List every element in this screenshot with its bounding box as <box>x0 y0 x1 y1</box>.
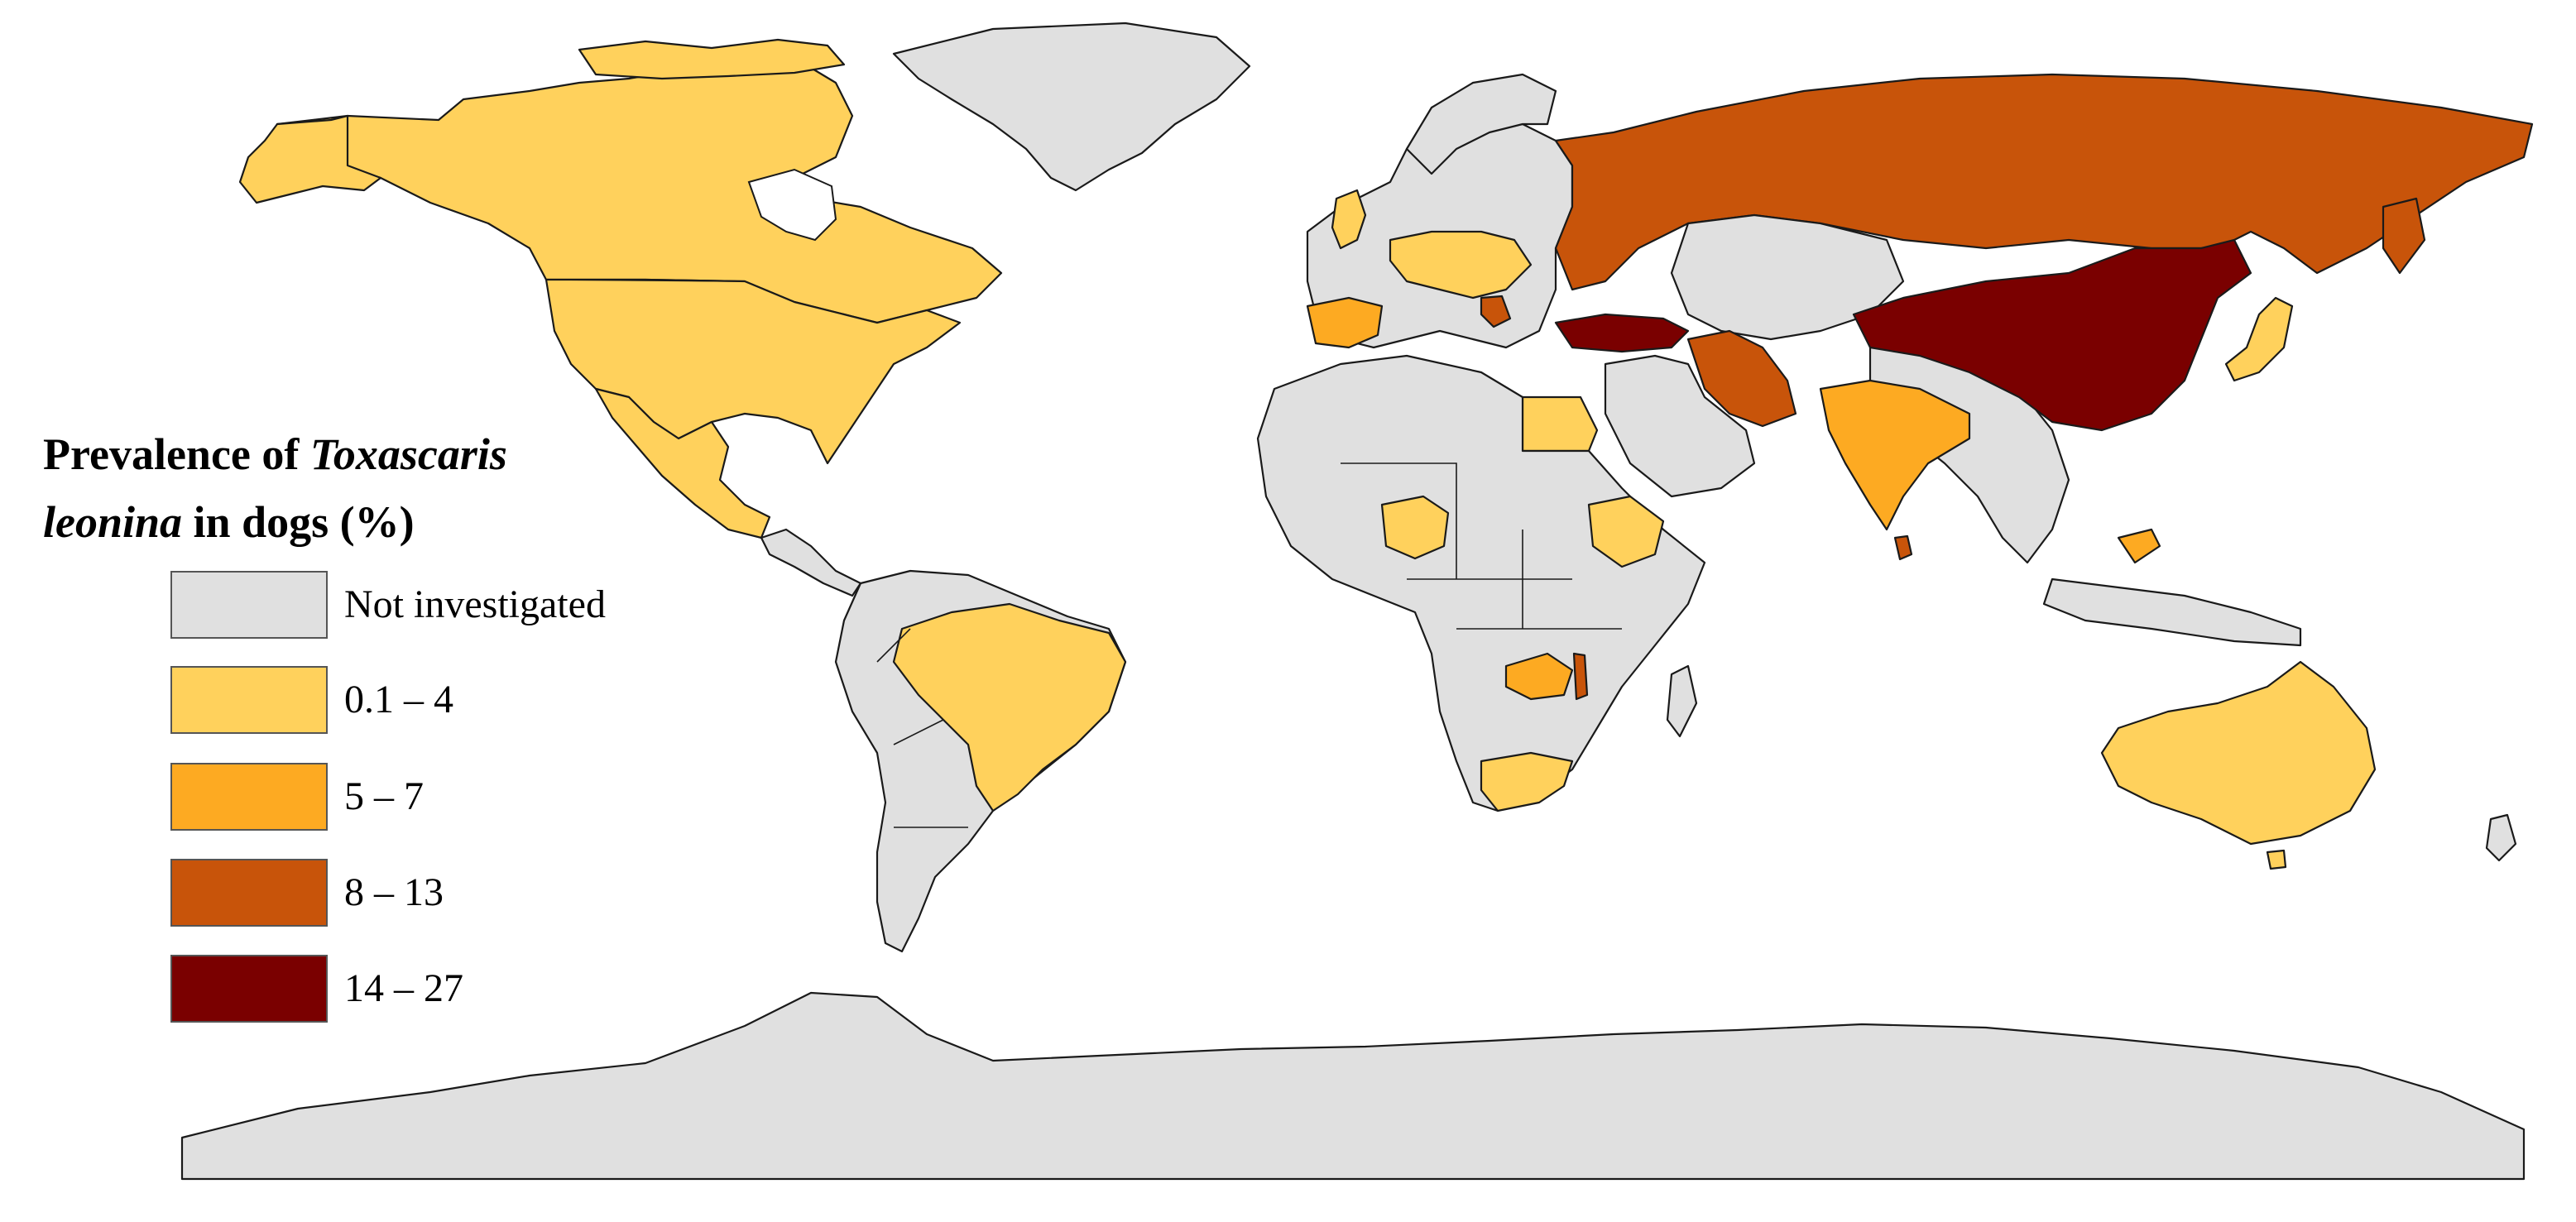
region-zambia <box>1504 652 1574 701</box>
legend-swatch <box>170 666 328 734</box>
legend-swatch <box>170 571 328 639</box>
region-kamchatka <box>2382 197 2426 275</box>
legend-label: 0.1 – 4 <box>344 678 453 721</box>
region-alaska <box>238 114 382 204</box>
region-malaysia <box>2117 528 2161 564</box>
legend-label: 5 – 7 <box>344 774 424 818</box>
region-india <box>1819 379 1971 531</box>
region-malawi <box>1572 652 1589 701</box>
legend-item-5-7: 5 – 7 <box>170 763 667 831</box>
legend-title-part2: in dogs (%) <box>182 497 415 547</box>
legend-swatch <box>170 763 328 831</box>
region-canada-islands <box>578 38 846 80</box>
region-russia <box>1554 73 2534 291</box>
region-turkey <box>1554 313 1690 353</box>
region-southeast-asia <box>2042 577 2302 647</box>
region-sri-lanka <box>1893 534 1913 561</box>
legend-title-italic2: leonina <box>43 497 183 547</box>
region-central-america <box>760 528 862 597</box>
region-tasmania <box>2266 849 2287 870</box>
legend-title: Prevalence of Toxascaris leonina in dogs… <box>43 420 672 556</box>
region-uk <box>1331 189 1367 250</box>
legend-item-8-13: 8 – 13 <box>170 859 667 927</box>
africa-borders <box>1341 462 1622 630</box>
region-iran <box>1686 329 1797 428</box>
region-scandinavia <box>1405 73 1557 175</box>
region-africa <box>1256 354 1706 812</box>
region-canada <box>276 56 1003 324</box>
region-central-asia <box>1670 213 1905 341</box>
us-canada-border <box>545 279 746 282</box>
legend-label: 14 – 27 <box>344 966 463 1010</box>
region-south-africa <box>1480 751 1574 812</box>
region-mexico <box>594 387 771 539</box>
legend-label: Not investigated <box>344 582 606 626</box>
legend-swatch <box>170 859 328 927</box>
region-middle-east <box>1604 354 1756 498</box>
region-japan <box>2224 296 2294 382</box>
region-china <box>1852 238 2252 432</box>
region-brazil <box>892 602 1127 812</box>
region-balkans <box>1480 295 1512 328</box>
region-greenland <box>892 22 1251 192</box>
region-egypt <box>1521 395 1599 453</box>
legend-item-0-1-4: 0.1 – 4 <box>170 666 667 734</box>
region-antarctica <box>180 991 2526 1181</box>
legend-title-part1: Prevalence of <box>43 429 310 479</box>
region-ethiopia <box>1587 495 1665 568</box>
legend-swatch <box>170 955 328 1023</box>
south-america-borders <box>876 628 968 828</box>
region-madagascar <box>1666 664 1698 738</box>
legend-item-14-27: 14 – 27 <box>170 955 667 1023</box>
region-new-zealand <box>2485 813 2517 862</box>
region-central-europe <box>1389 230 1533 300</box>
region-nigeria <box>1380 495 1450 560</box>
legend-label: 8 – 13 <box>344 870 444 914</box>
region-spain <box>1306 296 1384 349</box>
region-australia <box>2100 660 2377 846</box>
legend-title-italic1: Toxascaris <box>309 429 507 479</box>
hudson-bay <box>747 168 837 242</box>
legend-item-not-investigated: Not investigated <box>170 571 667 639</box>
